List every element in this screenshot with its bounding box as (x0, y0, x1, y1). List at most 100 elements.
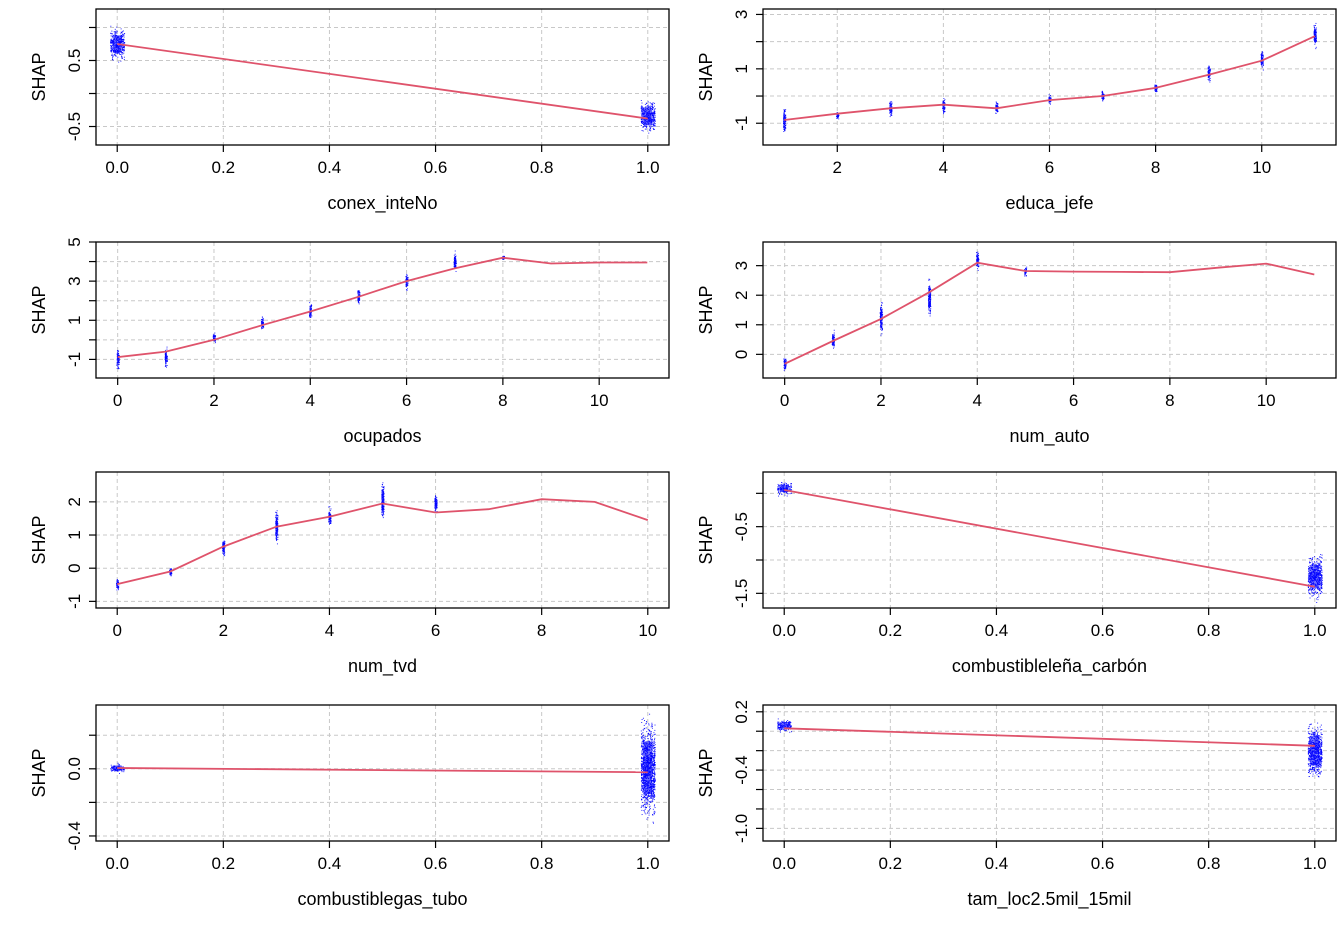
shap-point (115, 32, 117, 34)
shap-point (118, 763, 120, 765)
shap-point (114, 33, 116, 35)
shap-point (642, 775, 644, 777)
shap-point (654, 123, 656, 124)
shap-point (644, 812, 646, 814)
shap-point (652, 755, 654, 757)
shap-point (382, 513, 384, 515)
shap-point (881, 326, 883, 327)
x-tick-label: 8 (498, 391, 507, 410)
y-tick-label: 2 (65, 497, 84, 506)
shap-point (928, 278, 930, 280)
shap-point (223, 550, 225, 551)
shap-point (783, 483, 785, 485)
shap-point (1313, 591, 1315, 593)
shap-point (641, 786, 643, 788)
shap-point (1310, 589, 1312, 591)
shap-point (224, 547, 226, 548)
shap-point (112, 770, 113, 771)
shap-point (116, 363, 118, 365)
shap-point (790, 483, 792, 484)
shap-point (652, 756, 654, 758)
shap-point (275, 538, 277, 540)
shap-point (653, 784, 655, 785)
shap-point (654, 124, 656, 126)
shap-point (642, 778, 644, 780)
shap-point (882, 318, 883, 320)
shap-point (642, 130, 644, 132)
shap-point (383, 491, 385, 493)
shap-point (382, 514, 383, 516)
shap-point (652, 741, 654, 743)
shap-point (166, 361, 168, 362)
shap-point (434, 510, 436, 512)
shap-point (653, 787, 655, 789)
shap-point (122, 766, 124, 768)
shap-point (644, 795, 646, 797)
shap-point (1321, 582, 1323, 584)
shap-point (997, 103, 999, 105)
shap-point (1262, 64, 1264, 66)
shap-point (784, 494, 786, 496)
shap-point (640, 100, 642, 101)
shap-point (642, 746, 644, 747)
shap-point (117, 581, 119, 583)
shap-point (653, 813, 655, 814)
shap-point (165, 364, 166, 366)
shap-trend-line (784, 489, 1315, 588)
shap-point (121, 32, 123, 34)
shap-point (778, 487, 780, 489)
shap-point (115, 32, 117, 34)
shap-point (1156, 88, 1158, 90)
shap-point (115, 55, 117, 57)
shap-point (1321, 586, 1322, 588)
shap-point (642, 743, 644, 745)
shap-point (785, 124, 787, 126)
shap-point (785, 364, 787, 365)
shap-point (640, 112, 642, 114)
shap-point (1262, 69, 1264, 71)
shap-point (783, 359, 785, 361)
x-tick-label: 10 (638, 621, 657, 640)
shap-point (930, 295, 931, 297)
shap-point (929, 285, 931, 287)
shap-point (382, 511, 384, 513)
shap-point (653, 785, 655, 787)
shap-point (116, 365, 118, 366)
shap-point (123, 59, 125, 60)
shap-point (118, 358, 120, 360)
shap-point (382, 486, 384, 488)
shap-point (880, 328, 882, 330)
shap-point (790, 483, 792, 485)
shap-point (122, 41, 124, 42)
plot-frame (95, 471, 670, 609)
shap-point (435, 497, 437, 499)
shap-point (645, 800, 647, 802)
shap-point (649, 105, 651, 107)
shap-point (1311, 588, 1313, 589)
shap-point (978, 261, 980, 263)
shap-point (116, 364, 118, 366)
shap-point (328, 506, 330, 508)
shap-point (641, 785, 643, 787)
shap-point (436, 499, 438, 501)
shap-point (1314, 41, 1316, 43)
shap-point (1026, 269, 1027, 271)
shap-point (330, 520, 332, 522)
shap-point (1208, 65, 1210, 67)
point-cluster (640, 713, 656, 824)
shap-point (646, 721, 648, 723)
shap-point (121, 41, 123, 43)
shap-point (455, 261, 457, 263)
shap-point (117, 367, 119, 369)
shap-point (1309, 574, 1311, 576)
shap-point (1026, 269, 1027, 270)
shap-point (785, 364, 787, 366)
shap-point (1318, 582, 1320, 584)
shap-point (641, 805, 643, 807)
shap-point (406, 275, 408, 277)
shap-point-core (643, 107, 653, 126)
shap-point (641, 774, 642, 776)
shap-point (111, 54, 113, 56)
shap-point (653, 792, 655, 794)
shap-point (929, 279, 931, 281)
